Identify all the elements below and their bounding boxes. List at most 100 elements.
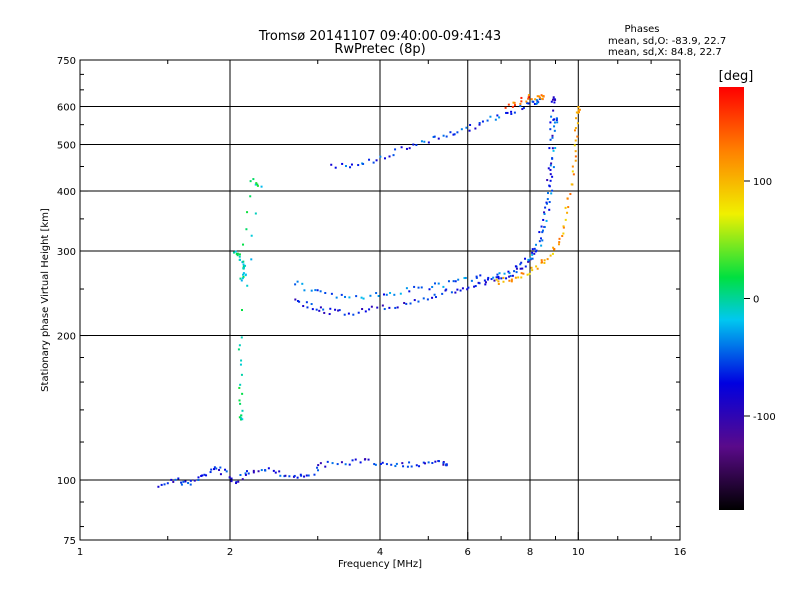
echo-point	[385, 293, 388, 296]
echo-point	[527, 96, 530, 99]
echo-point	[481, 120, 484, 123]
echo-point	[219, 466, 222, 469]
echo-point	[326, 460, 329, 463]
y-tick-label: 500	[57, 141, 76, 152]
echo-point	[157, 485, 160, 488]
echo-point	[549, 254, 552, 257]
echo-point	[528, 272, 531, 275]
echo-point	[553, 129, 556, 132]
echo-point	[551, 157, 554, 160]
echo-point	[238, 399, 241, 402]
echo-point	[350, 163, 353, 166]
echo-point	[235, 482, 238, 485]
echo-point	[344, 295, 347, 298]
echo-point	[239, 402, 242, 405]
echo-point	[170, 478, 173, 481]
echo-point	[520, 272, 523, 275]
echo-point	[513, 111, 516, 114]
echo-point	[256, 183, 259, 186]
echo-point	[556, 121, 559, 124]
echo-point	[445, 288, 448, 291]
stats-heading: Phases	[624, 24, 659, 35]
echo-point	[237, 480, 240, 483]
echo-point	[364, 458, 367, 461]
echo-point	[535, 99, 538, 102]
echo-point	[545, 201, 548, 204]
echo-point	[193, 479, 196, 482]
echo-point	[412, 143, 415, 146]
echo-point	[241, 392, 244, 395]
echo-point	[283, 475, 286, 478]
echo-point	[533, 247, 536, 250]
echo-point	[577, 106, 580, 109]
echo-point	[449, 131, 452, 134]
echo-point	[552, 149, 555, 152]
echo-point	[254, 212, 257, 215]
x-axis-ticks: 1 2 4 6 8 10 16	[77, 60, 686, 558]
echo-point	[390, 463, 393, 466]
echo-point	[531, 257, 534, 260]
echo-point	[538, 98, 541, 101]
echo-point	[531, 248, 534, 251]
echo-point	[180, 483, 183, 486]
echo-point	[431, 296, 434, 299]
echo-point	[517, 276, 520, 279]
echo-point	[460, 128, 463, 131]
stats-x-mode: mean, sd,X: 84.8, 22.7	[608, 47, 722, 58]
echo-point	[423, 140, 426, 143]
echo-point	[551, 134, 554, 137]
echo-point	[510, 110, 513, 113]
y-tick-label: 200	[57, 332, 76, 343]
chart-title: Tromsø 20141107 09:40:00-09:41:43	[258, 29, 501, 44]
echo-point	[172, 480, 175, 483]
echo-point	[240, 279, 243, 282]
echo-point	[456, 131, 459, 134]
echo-point	[492, 276, 495, 279]
echo-point	[487, 276, 490, 279]
echo-point	[180, 481, 183, 484]
echo-point	[239, 363, 242, 366]
echo-point	[549, 128, 552, 131]
echo-point	[379, 462, 382, 465]
echo-point	[324, 465, 327, 468]
echo-point	[497, 280, 500, 283]
echo-point	[296, 476, 299, 479]
echo-point	[242, 273, 245, 276]
echo-point	[564, 218, 567, 221]
echo-point	[362, 297, 365, 300]
echo-points	[157, 94, 581, 488]
echo-point	[495, 276, 498, 279]
echo-point	[239, 383, 242, 386]
chart-subtitle: RwPretec (8p)	[334, 42, 425, 57]
echo-point	[452, 280, 455, 283]
echo-point	[509, 274, 512, 277]
echo-point	[329, 307, 332, 310]
echo-point	[230, 477, 233, 480]
echo-point	[330, 163, 333, 166]
echo-point	[205, 474, 208, 477]
echo-point	[343, 313, 346, 316]
echo-point	[197, 478, 200, 481]
echo-point	[324, 291, 327, 294]
echo-point	[293, 474, 296, 477]
echo-point	[247, 472, 250, 475]
echo-point	[230, 480, 233, 483]
echo-point	[445, 464, 448, 467]
echo-point	[393, 293, 396, 296]
echo-point	[495, 278, 498, 281]
echo-point	[319, 462, 322, 465]
echo-point	[394, 306, 397, 309]
echo-point	[540, 261, 543, 264]
echo-point	[522, 107, 525, 110]
echo-point	[406, 465, 409, 468]
x-tick-label: 4	[377, 547, 383, 558]
echo-point	[474, 285, 477, 288]
echo-point	[252, 469, 255, 472]
echo-point	[549, 168, 552, 171]
echo-point	[244, 273, 247, 276]
echo-point	[527, 258, 530, 261]
echo-point	[197, 476, 200, 479]
echo-point	[370, 305, 373, 308]
echo-point	[239, 474, 242, 477]
echo-point	[302, 305, 305, 308]
